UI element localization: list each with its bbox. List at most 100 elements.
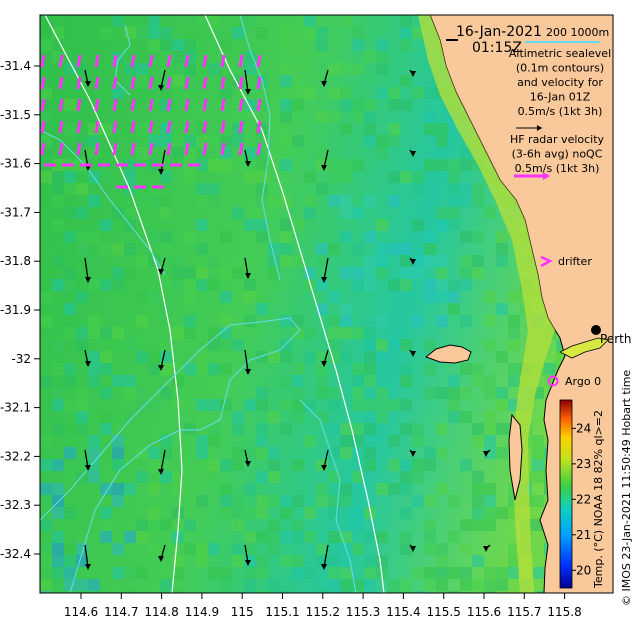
sst-pixel: [424, 543, 436, 555]
sst-pixel: [52, 375, 64, 387]
sst-pixel: [484, 339, 496, 351]
sst-pixel: [112, 207, 124, 219]
radar-arrow: [112, 98, 118, 112]
sst-pixel: [292, 519, 304, 531]
sst-pixel: [196, 267, 208, 279]
sst-pixel: [364, 351, 376, 363]
sst-pixel: [460, 459, 472, 471]
sst-pixel: [292, 411, 304, 423]
sst-pixel: [184, 519, 196, 531]
sst-pixel: [196, 219, 208, 231]
radar-arrow: [166, 54, 172, 68]
radar-arrow: [130, 98, 136, 112]
sst-pixel: [472, 363, 484, 375]
radar-arrow: [202, 120, 208, 134]
sst-pixel: [472, 495, 484, 507]
current-arrow: [321, 257, 329, 283]
radar-arrow: [94, 76, 100, 90]
sst-pixel: [256, 435, 268, 447]
sst-pixel: [160, 231, 172, 243]
sst-pixel: [424, 279, 436, 291]
sst-pixel: [256, 291, 268, 303]
sst-pixel: [400, 99, 412, 111]
sst-pixel: [304, 435, 316, 447]
sst-pixel: [256, 471, 268, 483]
sst-pixel: [244, 315, 256, 327]
sst-pixel: [52, 279, 64, 291]
current-arrow: [409, 257, 416, 265]
sst-pixel: [460, 255, 472, 267]
sst-pixel: [136, 87, 148, 99]
lon-tick-label: 115.6: [467, 605, 501, 619]
sst-pixel: [316, 495, 328, 507]
sst-pixel: [76, 243, 88, 255]
sst-pixel: [40, 111, 52, 123]
lon-tick-label: 115.4: [386, 605, 420, 619]
sst-pixel: [436, 279, 448, 291]
sst-pixel: [484, 519, 496, 531]
sst-pixel: [196, 543, 208, 555]
sst-pixel: [448, 279, 460, 291]
sst-pixel: [460, 387, 472, 399]
sst-pixel: [328, 327, 340, 339]
sst-pixel: [52, 159, 64, 171]
sst-pixel: [484, 483, 496, 495]
sst-pixel: [280, 63, 292, 75]
sst-pixel: [112, 495, 124, 507]
sst-pixel: [412, 171, 424, 183]
sst-pixel: [340, 495, 352, 507]
sst-pixel: [436, 315, 448, 327]
sst-pixel: [172, 531, 184, 543]
sst-pixel: [280, 255, 292, 267]
sst-pixel: [160, 519, 172, 531]
sst-pixel: [316, 27, 328, 39]
sst-pixel: [220, 135, 232, 147]
radar-arrow: [76, 120, 82, 134]
current-arrow: [84, 257, 91, 283]
radar-arrow: [40, 142, 46, 156]
sst-pixel: [136, 387, 148, 399]
sst-pixel: [136, 471, 148, 483]
sst-pixel: [448, 183, 460, 195]
sst-pixel: [436, 291, 448, 303]
sst-pixel: [376, 63, 388, 75]
radar-arrow: [238, 98, 244, 112]
sst-pixel: [376, 387, 388, 399]
sst-pixel: [76, 291, 88, 303]
sst-pixel: [400, 483, 412, 495]
sst-pixel: [208, 471, 220, 483]
sst-pixel: [184, 279, 196, 291]
sst-pixel: [496, 447, 508, 459]
lat-tick-label: -32.1: [0, 401, 31, 415]
sst-pixel: [340, 87, 352, 99]
sst-pixel: [472, 519, 484, 531]
sst-pixel: [220, 459, 232, 471]
sst-pixel: [52, 459, 64, 471]
sst-pixel: [316, 39, 328, 51]
current-arrow: [321, 69, 329, 87]
sst-pixel: [364, 555, 376, 567]
current-arrow: [84, 449, 91, 471]
sst-pixel: [412, 471, 424, 483]
lon-tick-label: 114.6: [64, 605, 98, 619]
longitude-axis: 114.6 114.7 114.8 114.9 115 115.1 115.2 115.3 11…: [64, 593, 582, 619]
sst-pixel: [112, 447, 124, 459]
sst-pixel: [40, 435, 52, 447]
sst-pixel: [472, 507, 484, 519]
lat-tick-label: -32.2: [0, 449, 31, 463]
sst-pixel: [268, 279, 280, 291]
sst-pixel: [292, 555, 304, 567]
sst-pixel: [256, 303, 268, 315]
colorbar-ticks: 24 23 22 21 20: [572, 421, 591, 577]
lat-tick-label: -31.4: [0, 59, 31, 73]
sst-pixel: [88, 471, 100, 483]
sst-pixel: [304, 27, 316, 39]
current-arrow: [483, 449, 491, 457]
sst-pixel: [340, 423, 352, 435]
sst-pixel: [364, 123, 376, 135]
legend-line: 0.5m/s (1kt 3h): [515, 162, 600, 175]
credit-text: © IMOS 23-Jan-2021 11:50:49 Hobart time: [620, 370, 633, 606]
sst-pixel: [232, 543, 244, 555]
sst-pixel: [292, 387, 304, 399]
